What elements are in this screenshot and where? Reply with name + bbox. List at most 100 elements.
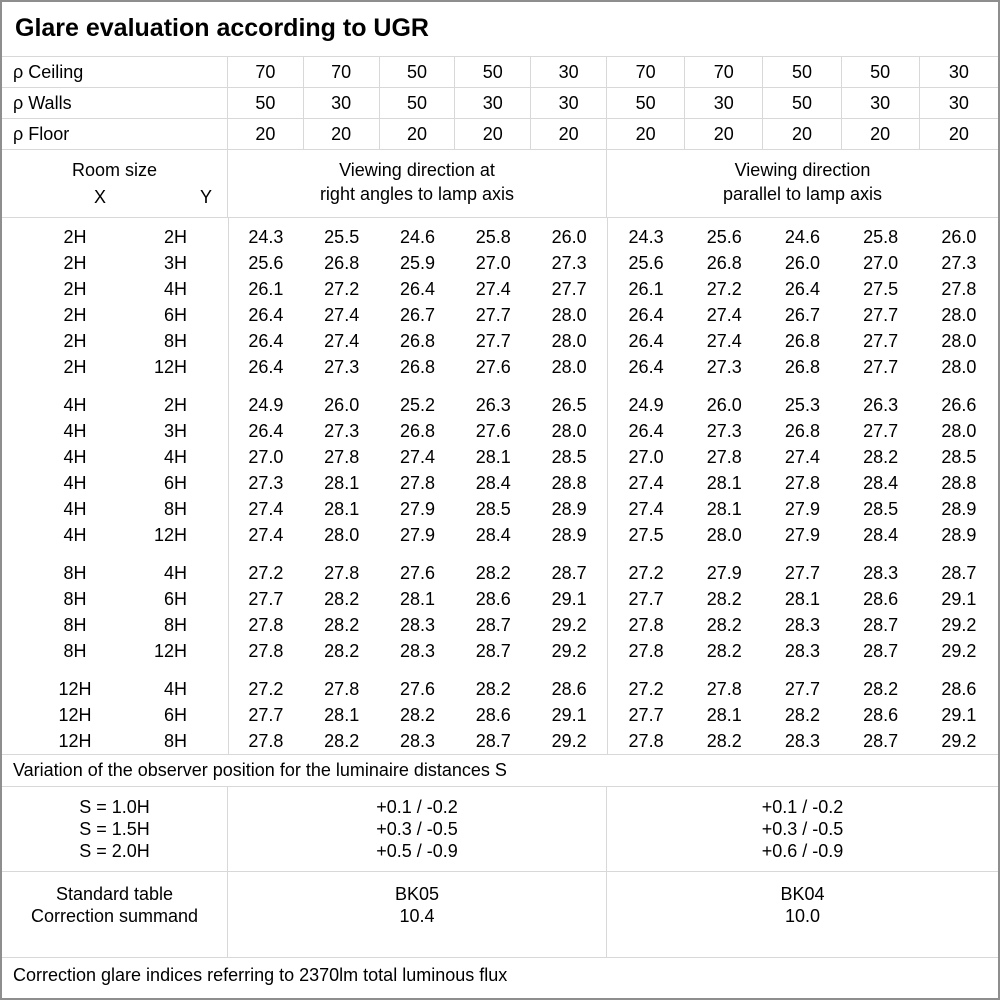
ugr-value-cell: 28.1 (784, 589, 820, 609)
ugr-value-cell: 27.3 (706, 357, 742, 377)
room-y-cell: 8H (163, 499, 187, 519)
ugr-value-cell: 27.4 (628, 499, 664, 519)
ugr-value-cell: 26.4 (399, 279, 436, 299)
ugr-value-cell: 28.0 (941, 421, 977, 441)
ugr-value-cell: 27.8 (248, 615, 284, 635)
ugr-value-cell: 28.4 (475, 473, 511, 493)
ugr-value-cell: 28.1 (706, 705, 742, 725)
ugr-value-cell: 27.7 (863, 421, 899, 441)
ugr-value-cell: 27.4 (628, 473, 664, 493)
reflectance-row: ρ Walls 50 30 50 30 30 50 30 50 30 30 (2, 88, 998, 119)
ugr-value-cell: 28.9 (941, 525, 977, 545)
reflectance-value: 20 (304, 119, 380, 149)
ugr-value-cell: 28.2 (324, 615, 360, 635)
ugr-value-cell: 28.2 (324, 731, 360, 751)
ugr-value-cell: 26.4 (248, 305, 284, 325)
divider (228, 218, 229, 754)
ugr-value-cell: 27.0 (863, 253, 899, 273)
reflectance-value: 30 (948, 62, 969, 82)
ugr-value-cell: 28.3 (399, 641, 436, 661)
ugr-value-cell: 29.2 (551, 731, 587, 751)
ugr-value-cell: 27.7 (475, 305, 511, 325)
ugr-value-cell: 27.3 (706, 421, 742, 441)
ugr-value-cell: 28.7 (863, 641, 899, 661)
ugr-value-cell: 27.3 (248, 473, 284, 493)
reflectance-value: 70 (304, 57, 380, 87)
ugr-value-cell: 28.3 (863, 563, 899, 583)
room-y-cell: 12H (153, 357, 187, 377)
reflectance-value: 20 (842, 119, 920, 149)
reflectance-value: 30 (948, 93, 969, 113)
ugr-value-cell: 27.3 (941, 253, 977, 273)
room-y-cell: 8H (163, 331, 187, 351)
reflectance-value: 70 (685, 57, 764, 87)
ugr-value-cell: 28.6 (475, 705, 511, 725)
ugr-value-cell: 27.3 (324, 421, 360, 441)
ugr-value-cell: 28.3 (784, 615, 820, 635)
reflectance-value: 30 (531, 88, 607, 118)
room-size-label: Room size (71, 160, 158, 180)
ugr-value-cell: 27.4 (248, 525, 284, 545)
ugr-value-cell: 27.8 (628, 731, 664, 751)
ugr-value-cell: 27.8 (399, 473, 436, 493)
room-x-cell: 2H (63, 227, 87, 247)
ugr-value-cell: 26.8 (399, 357, 436, 377)
ugr-value-cell: 29.2 (551, 615, 587, 635)
ugr-value-cell: 25.2 (399, 395, 436, 415)
ugr-value-cell: 27.7 (248, 705, 284, 725)
column-header-band: Room size X Y Viewing direction at right… (2, 150, 998, 218)
ugr-value-cell: 27.8 (784, 473, 820, 493)
table-row: 4H 2H 24.9 26.0 25.2 26.3 26.5 24.9 26.0… (2, 392, 998, 418)
room-y-cell: 4H (163, 679, 187, 699)
ugr-value-cell: 25.9 (399, 253, 436, 273)
ugr-value-cell: 26.6 (941, 395, 977, 415)
room-y-cell: 8H (163, 731, 187, 751)
ugr-value-cell: 28.0 (324, 525, 360, 545)
ugr-value-cell: 27.7 (628, 705, 664, 725)
room-size-header: Room size X Y (2, 150, 228, 217)
room-x-cell: 2H (63, 305, 87, 325)
ugr-value-cell: 26.4 (248, 421, 284, 441)
ugr-value-cell: 28.1 (324, 705, 360, 725)
ugr-value-cell: 27.4 (706, 305, 742, 325)
ugr-value-cell: 29.2 (941, 615, 977, 635)
ugr-value-cell: 27.8 (324, 447, 360, 467)
reflectance-value: 70 (607, 57, 686, 87)
reflectance-value: 30 (685, 88, 764, 118)
ugr-value-cell: 26.0 (706, 395, 742, 415)
ugr-value-cell: 27.4 (784, 447, 820, 467)
ugr-value-cell: 26.7 (784, 305, 820, 325)
ugr-value-cell: 28.6 (863, 705, 899, 725)
ugr-value-cell: 27.8 (248, 641, 284, 661)
ugr-value-cell: 28.2 (475, 563, 511, 583)
reflectance-value: 20 (948, 124, 969, 144)
standard-labels: Standard table Correction summand (2, 872, 228, 957)
ugr-value-cell: 27.8 (324, 563, 360, 583)
reflectance-label: ρ Walls (2, 88, 228, 118)
reflectance-value: 50 (842, 57, 920, 87)
room-y-cell: 2H (163, 395, 187, 415)
ugr-value-cell: 24.9 (248, 395, 284, 415)
room-y-cell: 12H (153, 641, 187, 661)
table-row: 8H 4H 27.2 27.8 27.6 28.2 28.7 27.2 27.9… (2, 560, 998, 586)
room-x-cell: 8H (63, 589, 87, 609)
spacing-labels: S = 1.0H S = 1.5H S = 2.0H (2, 787, 228, 871)
ugr-value-cell: 29.2 (941, 641, 977, 661)
ugr-value-cell: 28.7 (475, 641, 511, 661)
ugr-values-table: 2H 2H 24.3 25.5 24.6 25.8 26.0 24.3 25.6… (2, 218, 998, 755)
ugr-value-cell: 27.2 (248, 563, 284, 583)
ugr-value-cell: 29.2 (941, 731, 977, 751)
ugr-value-cell: 28.2 (324, 589, 360, 609)
reflectance-value: 30 (455, 88, 532, 118)
ugr-value-cell: 27.7 (248, 589, 284, 609)
ugr-value-cell: 27.7 (475, 331, 511, 351)
ugr-value-cell: 27.2 (248, 679, 284, 699)
room-x-cell: 2H (63, 253, 87, 273)
ugr-value-cell: 27.7 (784, 563, 820, 583)
ugr-value-cell: 26.0 (551, 227, 587, 247)
standard-values-right-angles: BK05 10.4 (228, 872, 607, 957)
room-y-cell: 6H (163, 305, 187, 325)
table-row: 2H 12H 26.4 27.3 26.8 27.6 28.0 26.4 27.… (2, 354, 998, 380)
ugr-value-cell: 28.7 (475, 615, 511, 635)
ugr-value-cell: 26.8 (706, 253, 742, 273)
